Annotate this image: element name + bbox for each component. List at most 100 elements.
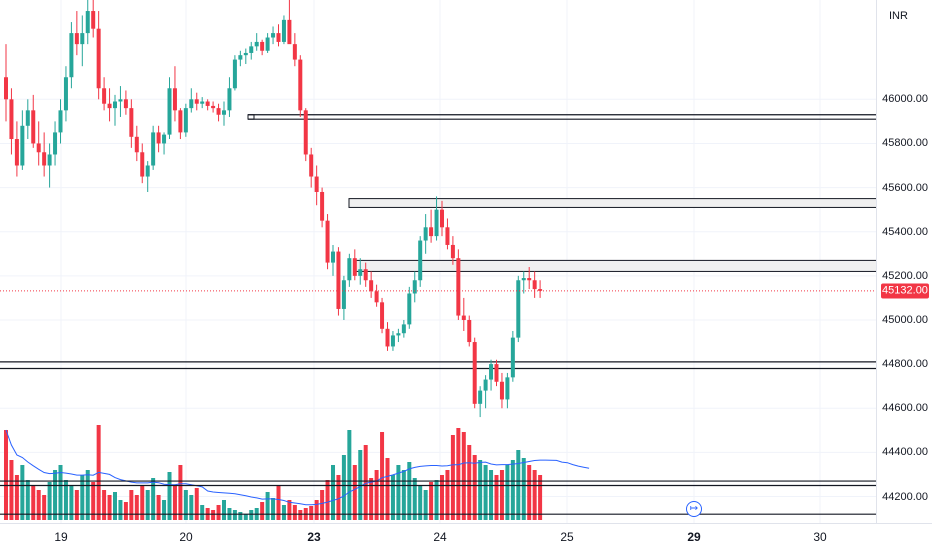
volume-bar [390, 475, 395, 520]
candle-body [423, 227, 428, 241]
volume-bar [211, 510, 216, 520]
candle-body [450, 244, 455, 259]
volume-bar [276, 485, 281, 520]
volume-bar [80, 475, 85, 520]
time-tick-label: 30 [813, 530, 827, 544]
volume-bar [423, 490, 428, 520]
candle-body [227, 88, 232, 111]
volume-bar [36, 490, 41, 520]
volume-bar [401, 470, 406, 520]
volume-bar [445, 470, 450, 520]
volume-bar [156, 495, 161, 520]
price-tick-label: 44800.00 [882, 358, 928, 371]
candle-body [429, 227, 434, 237]
candle-body [162, 134, 167, 144]
volume-bar [129, 490, 134, 520]
candle-body [412, 280, 417, 294]
volume-bar [412, 478, 417, 520]
volume-bar [320, 490, 325, 520]
volume-bar [31, 485, 36, 520]
arrow-right-circle-icon[interactable]: ↦ [686, 501, 702, 517]
volume-bar [472, 455, 477, 520]
time-scale[interactable]: 19 20 23 24 25 29 30 [0, 523, 932, 550]
volume-bar [483, 465, 488, 520]
volume-bar [494, 475, 499, 520]
price-tick-label: 45600.00 [882, 181, 928, 194]
candle-body [325, 220, 330, 263]
candle-body [309, 154, 314, 177]
candle-body [314, 176, 319, 192]
candle-body [211, 105, 216, 109]
price-tick-label: 45200.00 [882, 269, 928, 282]
volume-bar [232, 510, 237, 520]
volume-bar [314, 500, 319, 520]
volume-bar [151, 478, 156, 520]
volume-bar [249, 510, 254, 520]
volume-bar [113, 492, 117, 520]
candle-body [118, 99, 123, 102]
candlestick-chart[interactable] [0, 0, 876, 523]
volume-bar [42, 495, 47, 520]
volume-bar [499, 470, 504, 520]
currency-label[interactable]: INR [889, 10, 908, 22]
volume-bar [102, 490, 107, 520]
candle-body [216, 108, 221, 115]
volume-bar [74, 490, 79, 520]
candle-body [189, 99, 194, 109]
candle-body [145, 165, 150, 177]
candle-body [396, 333, 401, 336]
price-tick-label: 46000.00 [882, 93, 928, 106]
candle-body [527, 278, 532, 281]
candle-body [445, 227, 450, 245]
volume-bar [510, 460, 515, 520]
candle-body [25, 110, 30, 126]
time-tick-label: 25 [560, 530, 574, 544]
candle-body [494, 364, 499, 382]
candle-body [331, 251, 335, 263]
candle-body [249, 46, 254, 53]
candle-body [53, 132, 58, 155]
time-tick-label: 24 [433, 530, 447, 544]
volume-bar [380, 432, 385, 520]
price-scale[interactable]: INR 46000.00 45800.00 45600.00 45400.00 4520… [876, 0, 932, 523]
volume-bar [140, 485, 145, 520]
last-price-tag: 45132.00 [881, 283, 929, 299]
candle-body [461, 315, 466, 320]
candle-body [352, 258, 357, 276]
candle-body [440, 209, 444, 228]
supply-zone-rectangle [354, 259, 876, 272]
volume-bar [538, 475, 543, 520]
volume-bar [118, 500, 123, 520]
price-tick-label: 44200.00 [882, 490, 928, 503]
candle-body [172, 88, 177, 111]
candle-body [292, 44, 297, 60]
candle-body [156, 132, 161, 144]
volume-bar [265, 492, 270, 520]
volume-bar [162, 500, 167, 520]
candle-body [276, 33, 281, 42]
time-tick-label: 20 [179, 530, 193, 544]
volume-bar [489, 470, 494, 520]
volume-bar [352, 465, 357, 520]
candle-body [281, 19, 286, 42]
candle-body [521, 278, 526, 281]
volume-bar [281, 505, 286, 520]
candle-body [4, 77, 8, 100]
chart-pane[interactable] [0, 0, 876, 523]
volume-bar [20, 465, 25, 520]
volume-bar [418, 485, 423, 520]
price-tick-label: 45400.00 [882, 225, 928, 238]
volume-bar [532, 470, 537, 520]
volume-bar [25, 480, 30, 520]
candle-body [401, 324, 406, 334]
candle-body [510, 337, 515, 378]
drawn-levels[interactable] [0, 114, 876, 515]
candle-body [63, 77, 68, 111]
price-tick-label: 45000.00 [882, 313, 928, 326]
candle-body [140, 152, 145, 177]
candle-body [538, 289, 543, 291]
candle-body [42, 152, 47, 166]
volume-bars [4, 425, 543, 520]
volume-bar [107, 495, 112, 520]
candle-body [194, 99, 199, 104]
